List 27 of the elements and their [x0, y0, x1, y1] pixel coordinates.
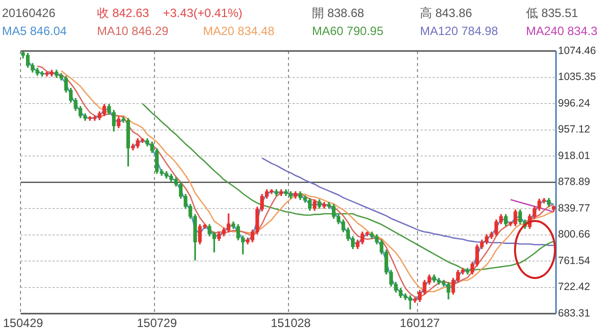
text: MA240 834.3 — [526, 24, 598, 38]
text: 開 838.68 — [312, 6, 364, 20]
text: 20160426 — [2, 6, 56, 20]
text: 高 843.86 — [420, 6, 472, 20]
text: MA20 834.48 — [203, 24, 274, 38]
x-tick-label: 160127 — [400, 316, 440, 330]
text: MA10 846.29 — [97, 24, 168, 38]
text: +3.43(+0.41%) — [163, 6, 242, 20]
text: MA5 846.04 — [2, 24, 67, 38]
y-tick-label: 1035.35 — [558, 71, 596, 84]
y-tick-label: 918.01 — [558, 150, 590, 162]
y-tick-label: 800.66 — [558, 228, 590, 241]
text: 低 835.51 — [526, 6, 578, 20]
text: 收 842.63 — [97, 6, 150, 20]
x-tick-label: 151028 — [270, 316, 312, 330]
text: MA60 790.95 — [312, 24, 384, 38]
y-tick-label: 761.54 — [558, 254, 590, 267]
x-tick-label: 150729 — [136, 316, 178, 330]
y-tick-label: 996.24 — [558, 97, 590, 110]
x-tick-label: 150429 — [3, 316, 44, 330]
y-tick-label: 878.89 — [558, 176, 590, 188]
y-tick-label: 1074.46 — [558, 44, 596, 57]
y-tick-label: 839.77 — [558, 202, 590, 214]
text: MA120 784.98 — [420, 24, 498, 38]
y-tick-label: 722.42 — [558, 281, 590, 294]
y-tick-label: 683.31 — [558, 307, 590, 320]
y-tick-label: 957.12 — [558, 124, 590, 136]
